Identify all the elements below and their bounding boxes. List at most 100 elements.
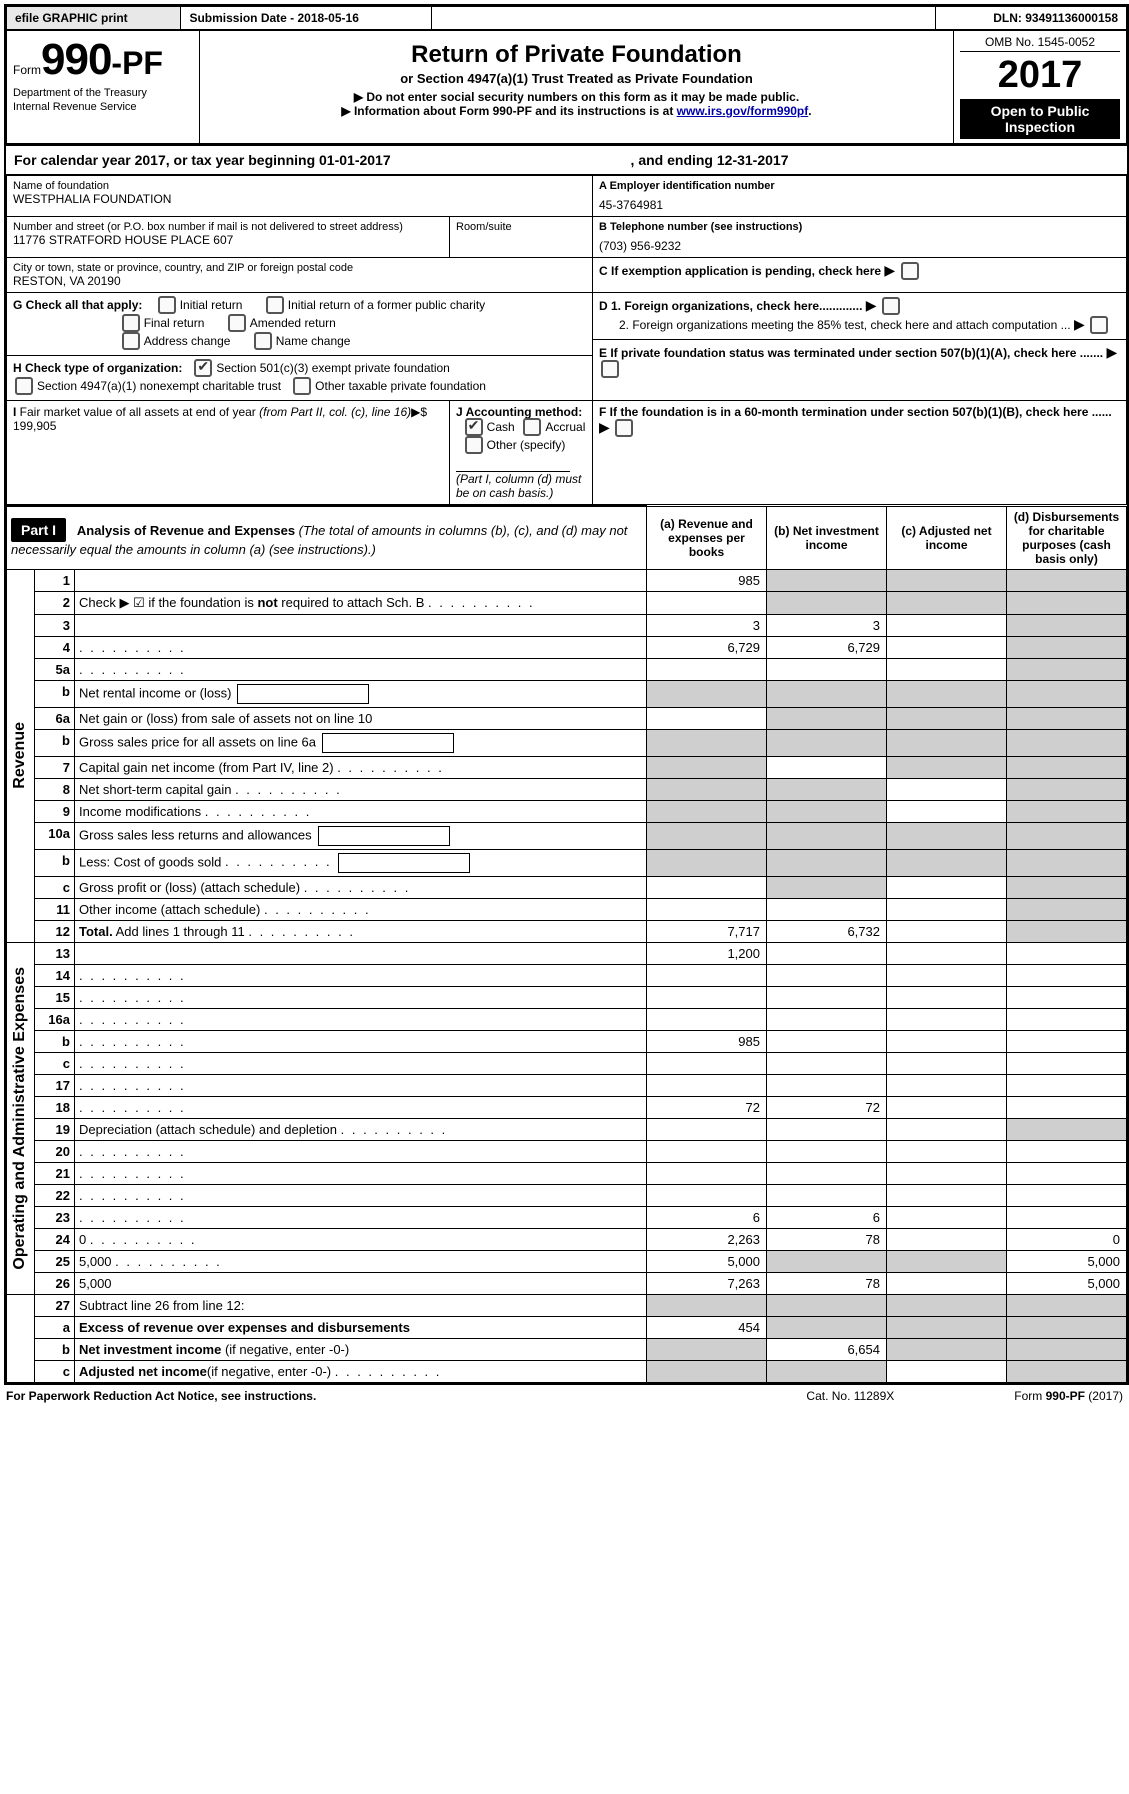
value-cell: [887, 1228, 1007, 1250]
j-cash: Cash: [487, 420, 515, 434]
value-cell: [887, 1162, 1007, 1184]
value-cell: [887, 1096, 1007, 1118]
line-number: 2: [35, 591, 75, 614]
e-checkbox[interactable]: [601, 360, 619, 378]
calendar-year-row: For calendar year 2017, or tax year begi…: [6, 144, 1127, 175]
inline-amount-box[interactable]: [322, 733, 454, 753]
efile-print-button[interactable]: efile GRAPHIC print: [7, 7, 181, 30]
line-number: 15: [35, 986, 75, 1008]
g-address-change[interactable]: [122, 332, 140, 350]
line-number: 18: [35, 1096, 75, 1118]
value-cell: [647, 1074, 767, 1096]
expenses-side-label: Operating and Administrative Expenses: [7, 942, 35, 1294]
value-cell: [647, 756, 767, 778]
j-accrual-checkbox[interactable]: [523, 418, 541, 436]
j-other-input[interactable]: [456, 455, 570, 472]
value-cell: [647, 778, 767, 800]
col-d-header: (d) Disbursements for charitable purpose…: [1007, 506, 1127, 569]
value-cell: [767, 1316, 887, 1338]
line-desc: [75, 964, 647, 986]
j-cash-checkbox[interactable]: [465, 418, 483, 436]
inline-amount-box[interactable]: [338, 853, 470, 873]
inline-amount-box[interactable]: [237, 684, 369, 704]
value-cell: [1007, 942, 1127, 964]
table-row: 7 Capital gain net income (from Part IV,…: [7, 756, 1127, 778]
table-row: Revenue 1 985: [7, 569, 1127, 591]
value-cell: [767, 729, 887, 756]
value-cell: [1007, 1206, 1127, 1228]
value-cell: [887, 1338, 1007, 1360]
line-desc: Income modifications: [75, 800, 647, 822]
j-other-checkbox[interactable]: [465, 436, 483, 454]
h-other-checkbox[interactable]: [293, 377, 311, 395]
value-cell: [647, 1360, 767, 1382]
value-cell: 3: [767, 614, 887, 636]
value-cell: [887, 849, 1007, 876]
value-cell: [1007, 1184, 1127, 1206]
table-row: 8 Net short-term capital gain: [7, 778, 1127, 800]
form-number-cell: Form990-PF Department of the Treasury In…: [7, 31, 200, 144]
value-cell: [767, 707, 887, 729]
h-501c3-checkbox[interactable]: [194, 359, 212, 377]
line-desc: Adjusted net income(if negative, enter -…: [75, 1360, 647, 1382]
value-cell: [1007, 1338, 1127, 1360]
value-cell: 985: [647, 1030, 767, 1052]
value-cell: 2,263: [647, 1228, 767, 1250]
form-header: Form990-PF Department of the Treasury In…: [6, 30, 1127, 144]
value-cell: [647, 1338, 767, 1360]
value-cell: [767, 942, 887, 964]
value-cell: [767, 658, 887, 680]
g-opt-5: Name change: [276, 334, 351, 348]
form-word: Form: [13, 63, 41, 77]
irs-link[interactable]: www.irs.gov/form990pf: [677, 104, 809, 118]
value-cell: [1007, 680, 1127, 707]
value-cell: [1007, 964, 1127, 986]
line-desc: [75, 1096, 647, 1118]
line-desc: Net gain or (loss) from sale of assets n…: [75, 707, 647, 729]
d1-checkbox[interactable]: [882, 297, 900, 315]
value-cell: [647, 1294, 767, 1316]
inline-amount-box[interactable]: [318, 826, 450, 846]
year-cell: OMB No. 1545-0052 2017 Open to Public In…: [954, 31, 1127, 144]
h-4947-checkbox[interactable]: [15, 377, 33, 395]
d2-label: 2. Foreign organizations meeting the 85%…: [599, 318, 1071, 332]
line-desc: [75, 1008, 647, 1030]
table-row: 25 5,000 5,000 5,000: [7, 1250, 1127, 1272]
c-checkbox[interactable]: [901, 262, 919, 280]
line-number: b: [35, 849, 75, 876]
value-cell: [887, 1250, 1007, 1272]
g-initial-former[interactable]: [266, 296, 284, 314]
value-cell: [767, 778, 887, 800]
footer: For Paperwork Reduction Act Notice, see …: [4, 1385, 1125, 1407]
line-number: 20: [35, 1140, 75, 1162]
line-number: b: [35, 729, 75, 756]
line-number: 16a: [35, 1008, 75, 1030]
line-desc: Net rental income or (loss): [75, 680, 647, 707]
j-other: Other (specify): [487, 438, 566, 452]
value-cell: [767, 1360, 887, 1382]
value-cell: [647, 898, 767, 920]
table-row: 16a: [7, 1008, 1127, 1030]
value-cell: [767, 800, 887, 822]
f-checkbox[interactable]: [615, 419, 633, 437]
g-final-return[interactable]: [122, 314, 140, 332]
line-number: 5a: [35, 658, 75, 680]
line-desc: Gross profit or (loss) (attach schedule): [75, 876, 647, 898]
addr-label: Number and street (or P.O. box number if…: [13, 221, 443, 233]
d2-checkbox[interactable]: [1090, 316, 1108, 334]
value-cell: [1007, 920, 1127, 942]
part1-badge: Part I: [11, 518, 66, 542]
open-to-public: Open to Public Inspection: [960, 99, 1120, 139]
line-desc: 5,000: [75, 1250, 647, 1272]
line-number: 12: [35, 920, 75, 942]
line-desc: Subtract line 26 from line 12:: [75, 1294, 647, 1316]
g-amended[interactable]: [228, 314, 246, 332]
value-cell: [767, 964, 887, 986]
table-row: 4 6,729 6,729: [7, 636, 1127, 658]
line-desc: Gross sales less returns and allowances: [75, 822, 647, 849]
value-cell: [647, 986, 767, 1008]
g-initial-return[interactable]: [158, 296, 176, 314]
footer-cat: Cat. No. 11289X: [806, 1389, 894, 1403]
g-name-change[interactable]: [254, 332, 272, 350]
value-cell: [1007, 569, 1127, 591]
